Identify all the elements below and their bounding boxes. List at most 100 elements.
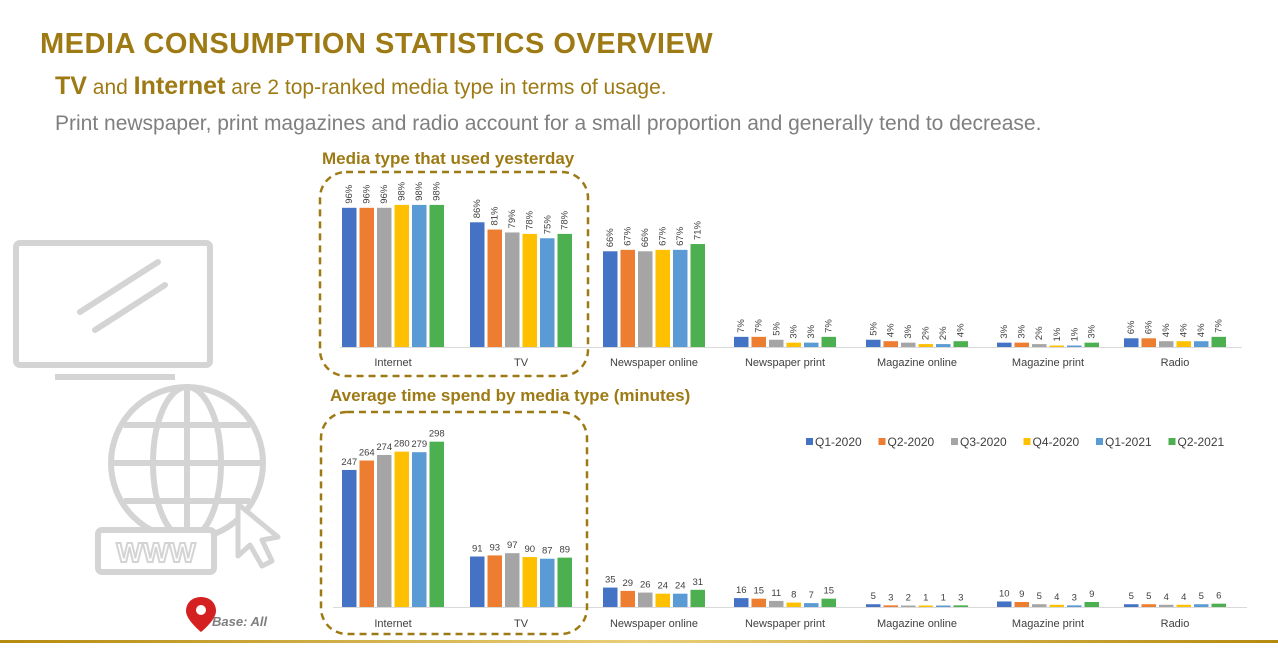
chart1-bar [690, 244, 705, 347]
chart1-data-label: 96% [344, 184, 355, 204]
chart2-data-label: 10 [999, 588, 1010, 599]
chart1-bar [1141, 338, 1156, 347]
chart2-bar [505, 553, 520, 607]
chart1-data-label: 79% [507, 209, 518, 229]
chart2-data-label: 5 [871, 591, 876, 602]
chart2-data-label: 280 [394, 439, 410, 450]
chart2-category-label: TV [514, 618, 529, 630]
chart1-bar [620, 249, 635, 347]
chart2-data-label: 29 [622, 578, 633, 589]
chart1-data-label: 2% [921, 326, 932, 340]
chart1-bar [786, 342, 801, 347]
chart2-bar [487, 555, 502, 607]
chart2-data-label: 3 [888, 592, 893, 603]
legend-swatch [878, 438, 886, 445]
chart1-bar [866, 339, 881, 347]
chart1-data-label: 7% [824, 319, 835, 333]
chart2-bar [1124, 604, 1139, 607]
chart2-bar [1049, 604, 1064, 607]
chart2-data-label: 4 [1054, 592, 1059, 603]
subtitle-tv: TV [55, 72, 87, 100]
chart2-bar [673, 593, 688, 607]
base-note: Base: All [212, 614, 268, 629]
chart1-bar [936, 344, 951, 347]
chart1-category-label: Magazine print [1012, 357, 1084, 369]
chart1-highlight-box [318, 170, 590, 378]
subtitle-internet: Internet [133, 72, 226, 100]
chart1-data-label: 78% [560, 210, 571, 230]
chart1-data-label: 7% [754, 319, 765, 333]
chart2-data-label: 93 [489, 542, 500, 553]
chart2-bar [1176, 604, 1191, 607]
subtitle-rest: are 2 top-ranked media type in terms of … [225, 76, 667, 99]
chart2-data-label: 16 [736, 585, 747, 596]
chart2-bar [769, 600, 784, 607]
chart1-data-label: 67% [623, 226, 634, 246]
chart2-data-label: 274 [376, 442, 392, 453]
chart2-data-label: 298 [429, 429, 445, 440]
chart2-bar [1194, 604, 1209, 607]
chart2-data-label: 97 [507, 540, 518, 551]
globe-www-icon: WWW [95, 384, 266, 575]
chart2-data-label: 35 [605, 575, 616, 586]
map-pin-icon [186, 597, 216, 632]
chart2-bar [1159, 604, 1174, 607]
chart2-bar [936, 605, 951, 607]
chart1-bar [953, 341, 968, 347]
chart1-data-label: 66% [605, 228, 616, 248]
chart1-category-label: Magazine online [877, 357, 957, 369]
chart1-bar [377, 207, 392, 347]
chart1-data-label: 75% [542, 215, 553, 235]
chart1-bar [412, 204, 427, 347]
chart2-data-label: 5 [1146, 591, 1151, 602]
chart2-data-label: 89 [559, 545, 570, 556]
chart2-bar [394, 451, 409, 607]
chart2-bar [1067, 605, 1082, 607]
chart2-data-label: 5 [1199, 591, 1204, 602]
chart1-category-label: Radio [1161, 357, 1190, 369]
chart1-category-label: Newspaper print [745, 357, 825, 369]
chart1-bar [1124, 338, 1139, 347]
chart2-data-label: 15 [823, 586, 834, 597]
chart2-data-label: 24 [675, 581, 686, 592]
chart2-category-label: Newspaper online [610, 618, 698, 630]
chart1-data-label: 98% [397, 181, 408, 201]
chart2-data-label: 11 [771, 588, 781, 599]
chart2-bar [901, 605, 916, 607]
chart1-bar [734, 336, 749, 347]
chart2-bar [620, 590, 635, 607]
chart1-data-label: 71% [693, 220, 704, 240]
chart1-data-label: 5% [771, 321, 782, 335]
chart2-bar [751, 598, 766, 607]
chart2-bar [953, 605, 968, 607]
chart2-bar [1141, 604, 1156, 607]
chart1-data-label: 96% [362, 184, 373, 204]
svg-text:WWW: WWW [116, 537, 196, 568]
chart1-data-label: 3% [789, 324, 800, 338]
chart1-bar [1049, 345, 1064, 347]
chart2-bar [359, 460, 374, 607]
subtitle: TV and Internet are 2 top-ranked media t… [55, 72, 667, 101]
chart2-data-label: 5 [1129, 591, 1134, 602]
legend-label: Q2-2020 [888, 435, 935, 449]
legend-label: Q1-2020 [815, 435, 862, 449]
chart1-data-label: 4% [1196, 323, 1207, 337]
legend-label: Q3-2020 [960, 435, 1007, 449]
chart1-bar [1194, 341, 1209, 347]
chart1-bar [1159, 341, 1174, 347]
chart2-bar [804, 603, 819, 607]
chart2-data-label: 91 [472, 544, 483, 555]
chart1-data-label: 4% [1161, 323, 1172, 337]
chart2-bar [557, 557, 572, 607]
chart2-bar [786, 602, 801, 607]
chart1-data-label: 1% [1069, 327, 1080, 341]
chart2-bar [540, 558, 555, 607]
chart1-data-label: 4% [1179, 323, 1190, 337]
chart2-bar [1084, 602, 1099, 607]
chart1-title: Media type that used yesterday [322, 149, 575, 168]
chart1-bar [557, 233, 572, 347]
chart2-category-label: Magazine print [1012, 618, 1084, 630]
chart1-data-label: 98% [432, 181, 443, 201]
chart2-category-label: Magazine online [877, 618, 957, 630]
chart1-bar [1084, 342, 1099, 347]
